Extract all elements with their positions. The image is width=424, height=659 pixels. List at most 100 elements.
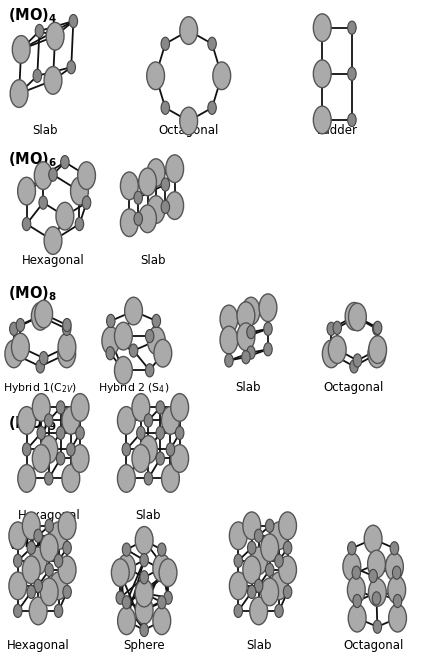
Circle shape bbox=[372, 592, 381, 605]
Circle shape bbox=[348, 113, 356, 127]
Circle shape bbox=[234, 554, 243, 567]
Circle shape bbox=[161, 101, 170, 115]
Circle shape bbox=[345, 302, 363, 330]
Circle shape bbox=[62, 465, 80, 492]
Circle shape bbox=[117, 554, 135, 582]
Circle shape bbox=[261, 534, 279, 561]
Circle shape bbox=[388, 576, 406, 604]
Circle shape bbox=[112, 559, 129, 587]
Circle shape bbox=[364, 525, 382, 553]
Circle shape bbox=[353, 354, 362, 367]
Circle shape bbox=[279, 512, 296, 540]
Circle shape bbox=[156, 401, 165, 414]
Circle shape bbox=[248, 541, 256, 554]
Circle shape bbox=[247, 346, 255, 359]
Circle shape bbox=[166, 443, 175, 456]
Circle shape bbox=[264, 343, 272, 356]
Text: Slab: Slab bbox=[136, 509, 161, 522]
Circle shape bbox=[270, 522, 288, 550]
Circle shape bbox=[11, 333, 29, 361]
Text: Octagonal: Octagonal bbox=[159, 124, 219, 137]
Circle shape bbox=[171, 445, 189, 473]
Circle shape bbox=[58, 556, 76, 584]
Circle shape bbox=[116, 591, 125, 604]
Circle shape bbox=[369, 569, 377, 583]
Circle shape bbox=[71, 393, 89, 421]
Circle shape bbox=[153, 607, 171, 635]
Circle shape bbox=[135, 596, 153, 624]
Circle shape bbox=[147, 196, 165, 223]
Circle shape bbox=[264, 322, 272, 335]
Circle shape bbox=[242, 297, 260, 325]
Circle shape bbox=[32, 393, 50, 421]
Circle shape bbox=[27, 585, 36, 598]
Circle shape bbox=[132, 445, 150, 473]
Circle shape bbox=[44, 67, 62, 94]
Circle shape bbox=[61, 156, 69, 169]
Circle shape bbox=[122, 543, 131, 556]
Circle shape bbox=[137, 426, 145, 440]
Circle shape bbox=[389, 604, 407, 632]
Circle shape bbox=[114, 322, 132, 350]
Circle shape bbox=[56, 426, 65, 440]
Circle shape bbox=[368, 340, 386, 368]
Circle shape bbox=[153, 554, 171, 582]
Circle shape bbox=[368, 579, 386, 606]
Circle shape bbox=[348, 21, 356, 34]
Text: Slab: Slab bbox=[140, 254, 165, 268]
Circle shape bbox=[220, 305, 238, 333]
Circle shape bbox=[50, 522, 67, 550]
Circle shape bbox=[10, 80, 28, 107]
Circle shape bbox=[373, 620, 382, 633]
Circle shape bbox=[40, 534, 58, 561]
Circle shape bbox=[70, 177, 88, 205]
Circle shape bbox=[135, 527, 153, 554]
Circle shape bbox=[393, 594, 402, 608]
Circle shape bbox=[39, 351, 48, 364]
Text: Slab: Slab bbox=[246, 639, 271, 652]
Circle shape bbox=[208, 37, 216, 50]
Circle shape bbox=[22, 556, 40, 584]
Circle shape bbox=[243, 556, 261, 584]
Circle shape bbox=[369, 336, 387, 364]
Circle shape bbox=[22, 512, 40, 540]
Circle shape bbox=[283, 585, 292, 598]
Circle shape bbox=[265, 519, 274, 532]
Circle shape bbox=[242, 351, 250, 364]
Circle shape bbox=[390, 542, 399, 555]
Circle shape bbox=[34, 579, 42, 592]
Circle shape bbox=[348, 67, 356, 80]
Text: Hybrid 2 (S$_4$): Hybrid 2 (S$_4$) bbox=[98, 381, 169, 395]
Circle shape bbox=[158, 596, 166, 609]
Circle shape bbox=[261, 578, 279, 606]
Circle shape bbox=[349, 303, 366, 331]
Circle shape bbox=[161, 200, 170, 214]
Circle shape bbox=[220, 326, 238, 354]
Circle shape bbox=[368, 550, 385, 578]
Text: $\bf{(MO)_4}$: $\bf{(MO)_4}$ bbox=[8, 7, 58, 25]
Circle shape bbox=[161, 37, 170, 50]
Circle shape bbox=[259, 294, 277, 322]
Circle shape bbox=[254, 579, 263, 592]
Circle shape bbox=[58, 340, 75, 368]
Circle shape bbox=[145, 364, 154, 377]
Circle shape bbox=[22, 443, 31, 456]
Circle shape bbox=[352, 566, 360, 579]
Circle shape bbox=[34, 529, 42, 542]
Circle shape bbox=[62, 322, 71, 335]
Circle shape bbox=[46, 22, 64, 50]
Circle shape bbox=[16, 318, 25, 331]
Circle shape bbox=[348, 542, 356, 555]
Circle shape bbox=[343, 553, 361, 581]
Circle shape bbox=[347, 576, 365, 604]
Circle shape bbox=[234, 604, 243, 617]
Text: Hybrid 1(C$_{2V}$): Hybrid 1(C$_{2V}$) bbox=[3, 381, 77, 395]
Circle shape bbox=[62, 407, 80, 434]
Circle shape bbox=[322, 340, 340, 368]
Circle shape bbox=[45, 563, 53, 577]
Circle shape bbox=[120, 209, 138, 237]
Circle shape bbox=[208, 101, 216, 115]
Circle shape bbox=[353, 594, 361, 608]
Circle shape bbox=[180, 16, 198, 44]
Circle shape bbox=[63, 318, 71, 331]
